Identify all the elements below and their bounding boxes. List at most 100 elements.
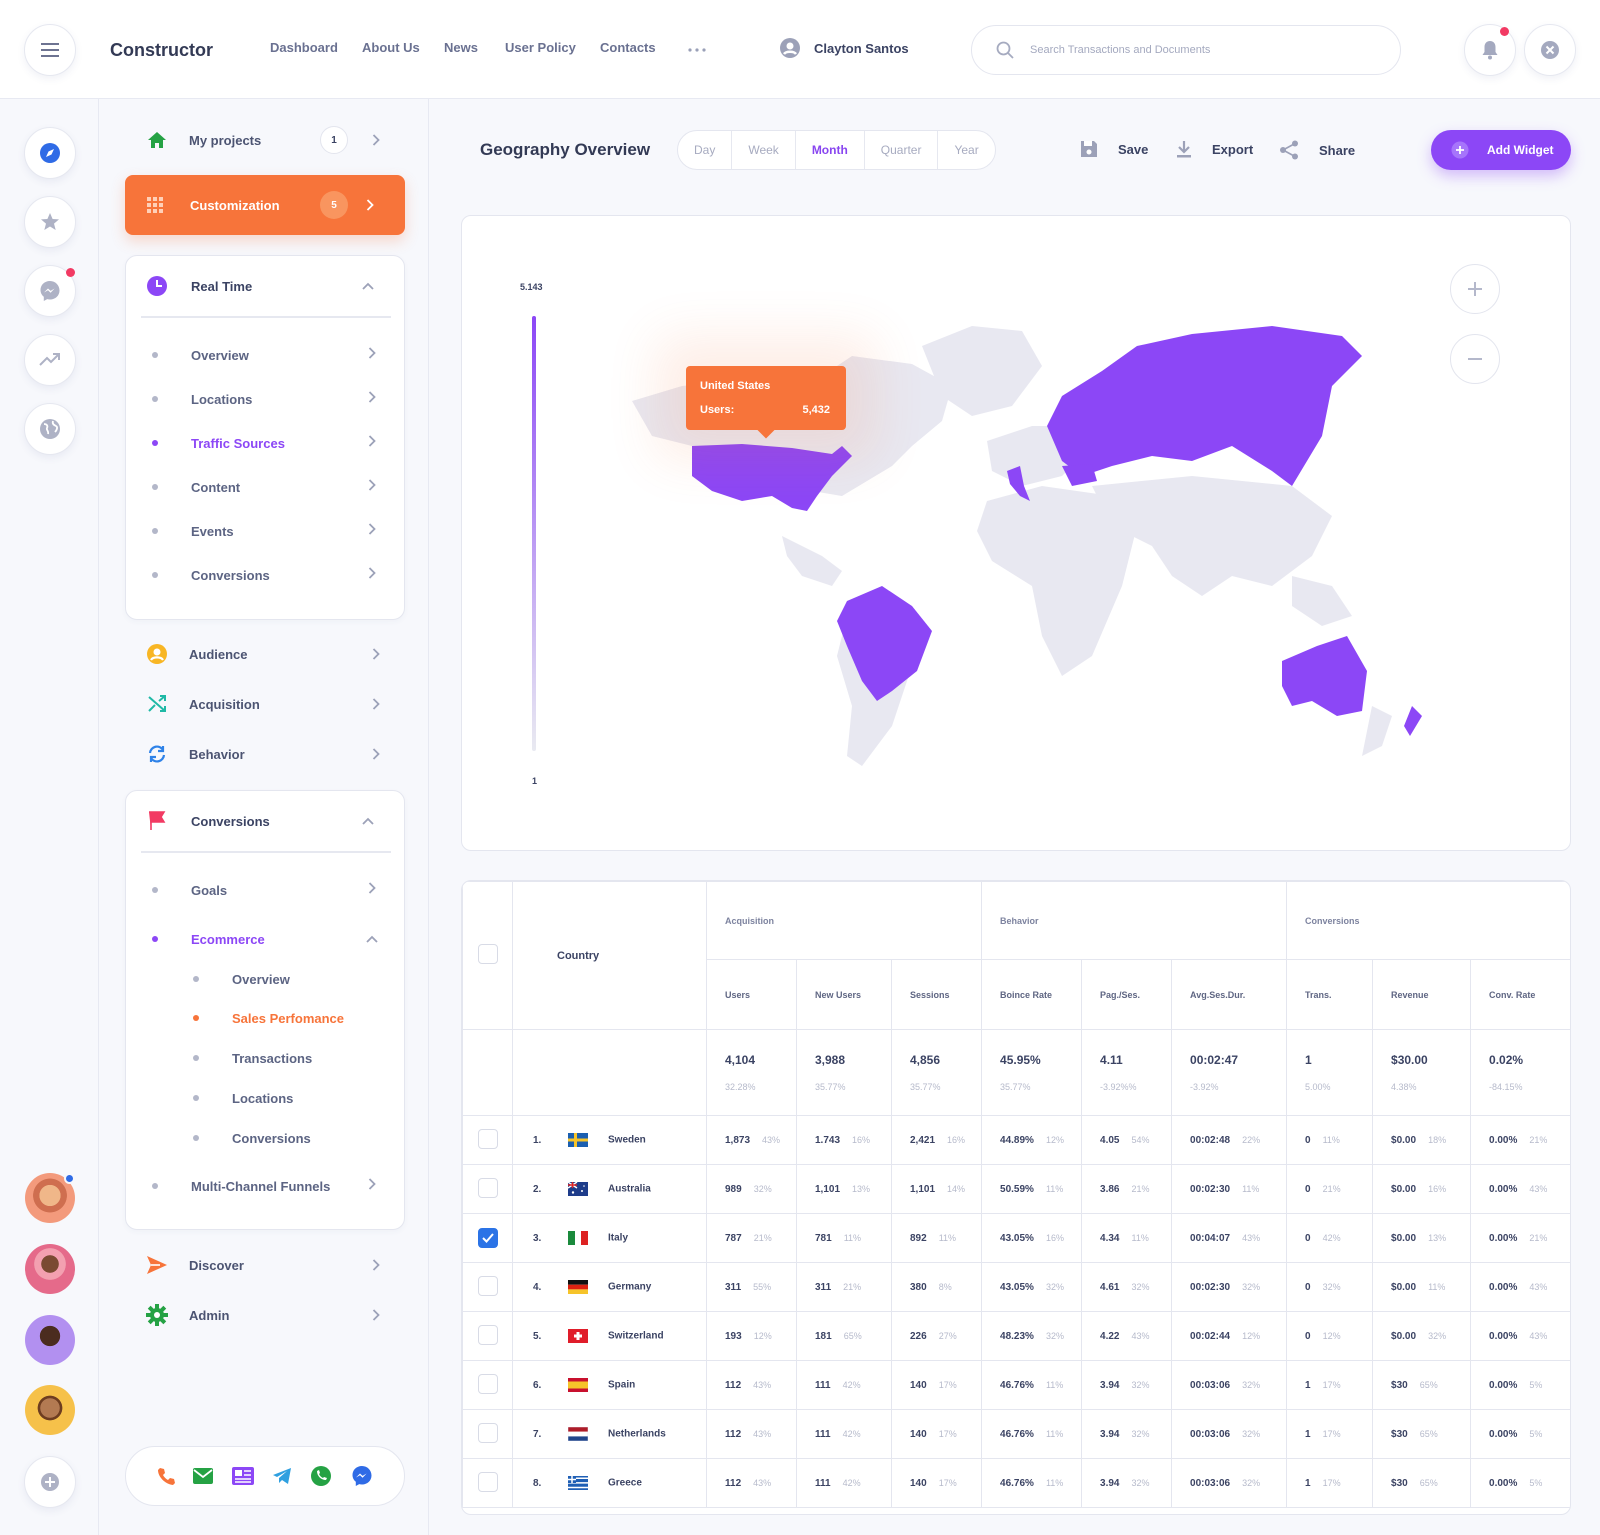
rail-messenger-button[interactable] xyxy=(24,265,76,317)
tab-year[interactable]: Year xyxy=(954,143,979,157)
table-row[interactable]: 6. Spain 112 43% 111 42% 140 17% 46.76% 11% 3.94 32… xyxy=(462,1360,1570,1410)
sidebar-subitem-conversions[interactable]: Conversions xyxy=(126,1118,406,1158)
sidebar-item-conversions[interactable]: Conversions xyxy=(126,553,406,597)
sidebar-behavior[interactable]: Behavior xyxy=(125,734,410,774)
metric-value: 0 xyxy=(1305,1330,1311,1342)
export-button[interactable]: Export xyxy=(1176,140,1253,158)
sidebar-item-events[interactable]: Events xyxy=(126,509,406,553)
row-checkbox[interactable] xyxy=(477,1177,498,1198)
table-row[interactable]: 4. Germany 311 55% 311 21% 380 8% 43.05% 32% 4.61 3… xyxy=(462,1262,1570,1312)
whatsapp-icon[interactable] xyxy=(310,1465,332,1487)
news-icon[interactable] xyxy=(231,1467,254,1485)
add-widget-button[interactable]: Add Widget xyxy=(1431,130,1571,170)
tab-month[interactable]: Month xyxy=(796,131,865,169)
metric-percent: 32% xyxy=(1045,1281,1064,1292)
sidebar-item-goals[interactable]: Goals xyxy=(126,868,406,912)
rail-explore-button[interactable] xyxy=(24,127,76,179)
sidebar-my-projects[interactable]: My projects 1 xyxy=(125,120,410,160)
menu-button[interactable] xyxy=(24,24,76,76)
row-checkbox[interactable] xyxy=(477,1128,498,1149)
table-row[interactable]: 3. Italy 787 21% 781 11% 892 11% 43.05% 16% 4.34 11… xyxy=(462,1213,1570,1263)
nav-contacts[interactable]: Contacts xyxy=(600,40,656,55)
add-member-button[interactable] xyxy=(24,1456,76,1508)
sidebar-item-ecommerce[interactable]: Ecommerce xyxy=(126,917,406,961)
table-row[interactable]: 8. Greece 112 43% 111 42% 140 17% 46.76% 11% 3.94 3… xyxy=(462,1458,1570,1508)
sidebar-item-content[interactable]: Content xyxy=(126,465,406,509)
world-map[interactable] xyxy=(592,286,1442,786)
row-checkbox[interactable] xyxy=(477,1373,498,1394)
column-header[interactable]: Avg.Ses.Dur. xyxy=(1171,959,1288,1030)
more-nav-button[interactable] xyxy=(688,48,706,52)
messenger-icon[interactable] xyxy=(351,1465,373,1487)
column-header[interactable]: Pag./Ses. xyxy=(1081,959,1173,1030)
save-button[interactable]: Save xyxy=(1080,140,1148,158)
zoom-in-button[interactable] xyxy=(1450,264,1500,314)
sidebar-customization[interactable]: Customization 5 xyxy=(125,175,405,235)
phone-icon[interactable] xyxy=(157,1467,176,1485)
sidebar-subitem-transactions[interactable]: Transactions xyxy=(126,1038,406,1078)
sidebar-item-label: Acquisition xyxy=(189,696,260,712)
row-checkbox[interactable] xyxy=(477,1422,498,1443)
brand-name: Constructor xyxy=(110,40,213,60)
sidebar-discover[interactable]: Discover xyxy=(125,1245,410,1285)
column-header[interactable]: Users xyxy=(706,959,797,1030)
grid-icon xyxy=(147,197,163,213)
sidebar-item-multi-channel[interactable]: Multi-Channel Funnels xyxy=(126,1164,406,1208)
sidebar-subitem-locations[interactable]: Locations xyxy=(126,1078,406,1118)
close-icon xyxy=(1541,41,1559,59)
sidebar-item-overview[interactable]: Overview xyxy=(126,333,406,377)
column-header[interactable]: Sessions xyxy=(890,959,983,1030)
nav-dashboard[interactable]: Dashboard xyxy=(270,40,338,55)
team-avatar-3[interactable] xyxy=(25,1315,75,1365)
row-select-cell xyxy=(462,1164,513,1214)
column-header[interactable]: Boince Rate xyxy=(981,959,1083,1030)
row-checkbox[interactable] xyxy=(477,1471,498,1492)
sidebar-subitem-overview[interactable]: Overview xyxy=(126,959,406,999)
sidebar-item-locations[interactable]: Locations xyxy=(126,377,406,421)
sidebar-subitem-sales-performance[interactable]: Sales Perfomance xyxy=(126,998,406,1038)
select-all-checkbox[interactable] xyxy=(477,944,498,964)
column-header[interactable]: Conv. Rate xyxy=(1470,959,1570,1030)
row-checkbox[interactable] xyxy=(477,1228,498,1248)
period-tabs: Day Week Month Quarter Year xyxy=(677,130,996,170)
close-button[interactable] xyxy=(1524,24,1576,76)
tab-week[interactable]: Week xyxy=(732,131,796,169)
nav-about-us[interactable]: About Us xyxy=(362,40,420,55)
telegram-icon[interactable] xyxy=(272,1467,292,1485)
column-header[interactable]: Revenue xyxy=(1372,959,1472,1030)
metric-value: 50.59% xyxy=(1000,1183,1034,1195)
row-checkbox[interactable] xyxy=(477,1324,498,1345)
team-avatar-1[interactable] xyxy=(25,1173,75,1223)
share-button[interactable]: Share xyxy=(1279,140,1355,160)
mail-icon[interactable] xyxy=(193,1468,214,1484)
notifications-button[interactable] xyxy=(1464,24,1516,76)
table-row[interactable]: 5. Switzerland 193 12% 181 65% 226 27% 48.23% 32%… xyxy=(462,1311,1570,1361)
rail-favorites-button[interactable] xyxy=(24,196,76,248)
rail-globe-button[interactable] xyxy=(24,403,76,455)
column-header[interactable]: New Users xyxy=(796,959,892,1030)
team-avatar-2[interactable] xyxy=(25,1244,75,1294)
table-row[interactable]: 2. Australia 989 32% 1,101 13% 1,101 14% 50.59% 1… xyxy=(462,1164,1570,1214)
sidebar-acquisition[interactable]: Acquisition xyxy=(125,684,410,724)
column-header[interactable]: Trans. xyxy=(1286,959,1374,1030)
sidebar-audience[interactable]: Audience xyxy=(125,634,410,674)
real-time-header[interactable]: Real Time xyxy=(126,256,406,316)
rail-trends-button[interactable] xyxy=(24,334,76,386)
table-row[interactable]: 7. Netherlands 112 43% 111 42% 140 17% 46.76% 11%… xyxy=(462,1409,1570,1459)
row-checkbox[interactable] xyxy=(477,1275,498,1296)
nav-news[interactable]: News xyxy=(444,40,478,55)
zoom-out-button[interactable] xyxy=(1450,334,1500,384)
team-avatar-4[interactable] xyxy=(25,1385,75,1435)
chevron-up-icon xyxy=(362,817,374,825)
table-row[interactable]: 1. Sweden 1,873 43% 1.743 16% 2,421 16% 44.89% 12… xyxy=(462,1115,1570,1165)
sidebar-admin[interactable]: Admin xyxy=(125,1295,410,1335)
tab-day[interactable]: Day xyxy=(678,131,733,169)
tab-quarter[interactable]: Quarter xyxy=(865,131,939,169)
search-input[interactable] xyxy=(1030,44,1370,56)
user-profile[interactable]: Clayton Santos xyxy=(780,38,909,58)
metric-cell: 50.59% 11% xyxy=(981,1164,1083,1214)
conversions-header[interactable]: Conversions xyxy=(126,791,406,851)
nav-user-policy[interactable]: User Policy xyxy=(505,40,576,55)
search-box[interactable] xyxy=(971,25,1401,75)
sidebar-item-traffic-sources[interactable]: Traffic Sources xyxy=(126,421,406,465)
